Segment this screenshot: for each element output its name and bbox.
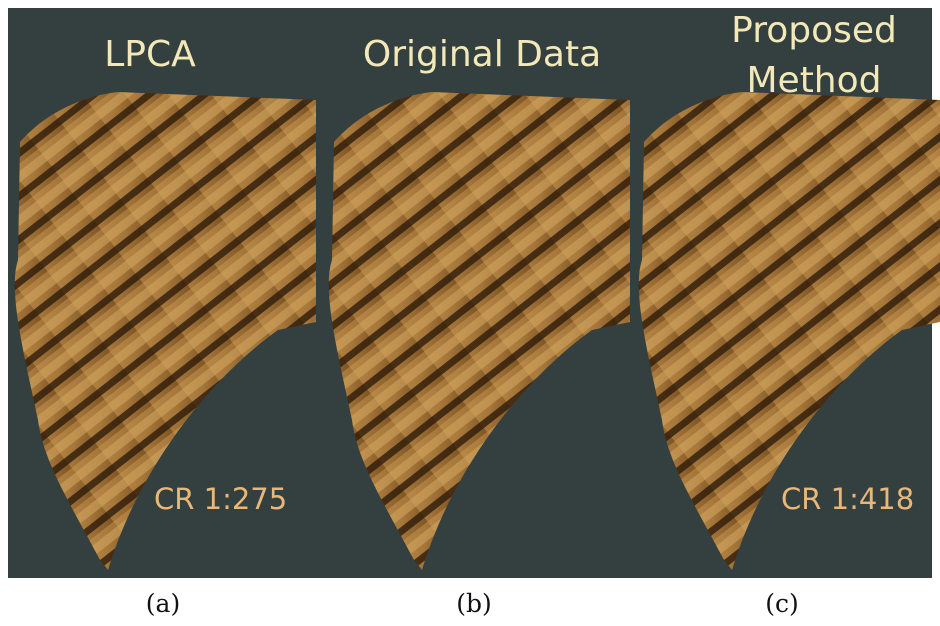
panel-title: LPCA (104, 34, 196, 75)
figure: LPCA Original Data Proposed Method CR 1:… (0, 0, 940, 626)
caption: (c) (765, 589, 799, 618)
compression-ratio: CR 1:275 (154, 482, 287, 516)
caption: (a) (146, 589, 180, 618)
panel-title: Proposed (731, 10, 897, 51)
panel-title: Method (746, 60, 881, 101)
caption: (b) (456, 589, 492, 618)
panel-title: Original Data (363, 34, 601, 75)
compression-ratio: CR 1:418 (781, 482, 914, 516)
